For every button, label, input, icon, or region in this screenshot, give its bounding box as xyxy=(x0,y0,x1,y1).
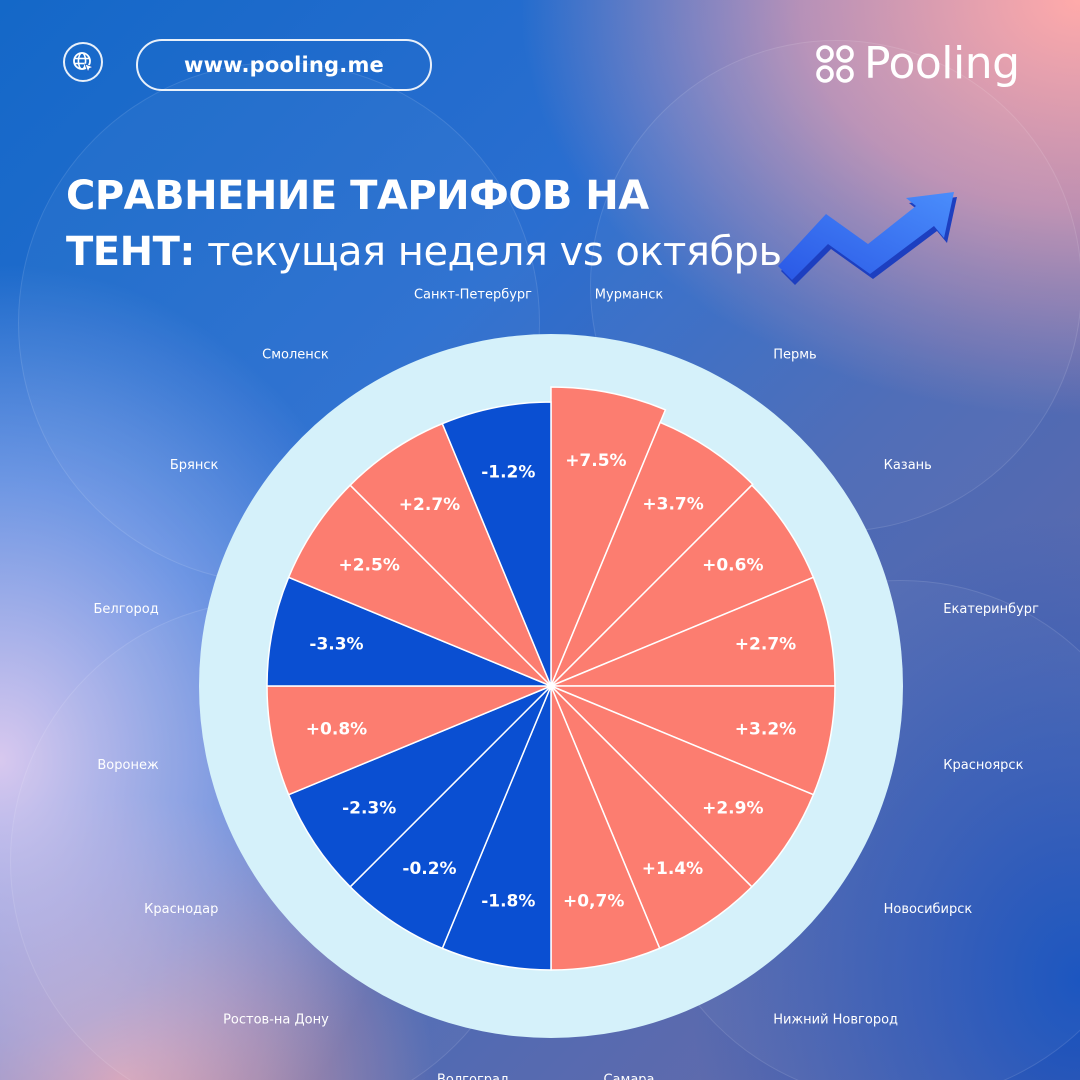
city-label: Санкт-Петербург xyxy=(414,288,532,303)
slice-value-label: +0.6% xyxy=(702,556,763,576)
city-label: Смоленск xyxy=(262,347,329,362)
page-title: СРАВНЕНИЕ ТАРИФОВ НА ТЕНТ: текущая недел… xyxy=(66,168,786,280)
city-label: Белгород xyxy=(93,602,158,617)
city-label: Воронеж xyxy=(97,758,159,773)
slice-value-label: +0.8% xyxy=(306,720,367,740)
city-label: Ростов-на Дону xyxy=(223,1013,329,1028)
city-label: Пермь xyxy=(773,347,817,362)
city-label: Краснодар xyxy=(144,902,218,917)
pie-slice xyxy=(441,401,552,687)
slice-value-label: -1.8% xyxy=(481,892,535,912)
slice-value-label: +3.7% xyxy=(642,494,703,514)
title-regular: текущая неделя vs октябрь xyxy=(194,229,782,275)
city-label: Новосибирск xyxy=(884,902,973,917)
website-link[interactable]: www.pooling.me xyxy=(136,39,432,91)
slice-value-label: +1.4% xyxy=(642,859,703,879)
city-label: Нижний Новгород xyxy=(773,1013,898,1028)
pie-slice xyxy=(550,386,667,687)
slice-value-label: -2.3% xyxy=(342,799,396,819)
slice-value-label: -0.2% xyxy=(402,859,456,879)
slice-value-label: +2.5% xyxy=(338,556,399,576)
pooling-logo-icon xyxy=(816,45,854,83)
pie-slice xyxy=(550,421,754,687)
globe-cursor-icon xyxy=(73,52,95,74)
slice-value-label: -1.2% xyxy=(481,463,535,483)
slice-value-label: +0,7% xyxy=(563,892,624,912)
city-label: Волгоград xyxy=(437,1072,509,1080)
city-label: Екатеринбург xyxy=(943,602,1039,617)
city-label: Самара xyxy=(603,1072,654,1080)
slice-value-label: +2.7% xyxy=(399,495,460,515)
city-label: Красноярск xyxy=(943,758,1023,773)
city-label: Брянск xyxy=(170,458,219,473)
slice-value-label: +3.2% xyxy=(735,720,796,740)
city-label: Мурманск xyxy=(595,288,664,303)
brand-logo: Pooling xyxy=(816,42,1020,86)
brand-name: Pooling xyxy=(864,38,1020,89)
slice-value-label: -3.3% xyxy=(309,634,363,654)
trend-arrow-icon xyxy=(778,192,957,285)
slice-value-label: +2.9% xyxy=(702,799,763,819)
slice-value-label: +7.5% xyxy=(565,451,626,471)
city-label: Казань xyxy=(884,458,932,473)
title-bold: СРАВНЕНИЕ ТАРИФОВ НА ТЕНТ: xyxy=(66,173,649,275)
globe-button[interactable] xyxy=(63,42,103,82)
slice-value-label: +2.7% xyxy=(735,634,796,654)
